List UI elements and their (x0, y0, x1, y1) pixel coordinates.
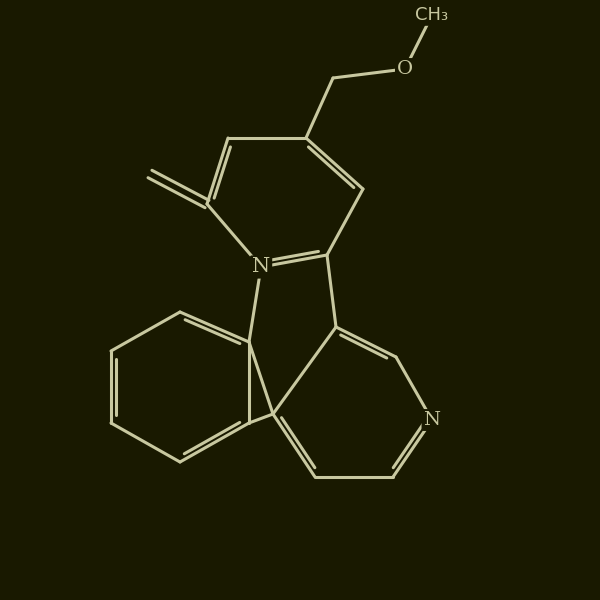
Text: N: N (424, 411, 440, 429)
Text: O: O (397, 60, 413, 78)
Text: N: N (252, 257, 270, 277)
Text: CH₃: CH₃ (415, 6, 449, 24)
